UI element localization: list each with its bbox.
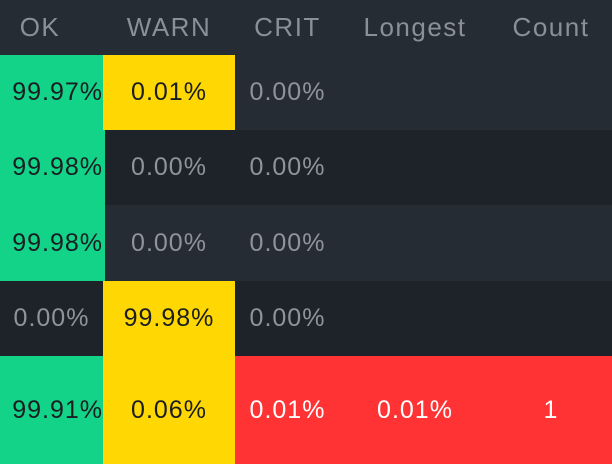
count-cell xyxy=(490,55,612,130)
count-cell xyxy=(490,205,612,281)
count-cell xyxy=(490,130,612,205)
longest-cell xyxy=(340,281,490,356)
table-row: 99.91% 0.06% 0.01% 0.01% 1 xyxy=(0,356,612,464)
crit-percent-cell: 0.01% xyxy=(249,395,326,424)
header-warn[interactable]: WARN xyxy=(126,12,212,42)
warn-percent-cell: 0.01% xyxy=(103,55,235,130)
header-count[interactable]: Count xyxy=(512,12,590,42)
longest-cell xyxy=(340,130,490,205)
table-row: 99.97% 0.01% 0.00% xyxy=(0,55,612,130)
ok-percent-cell: 99.98% xyxy=(0,130,105,205)
warn-percent-cell: 0.06% xyxy=(103,356,235,464)
ok-percent-cell: 99.98% xyxy=(0,205,105,281)
ok-percent-cell: 99.91% xyxy=(0,356,105,464)
table-row: 99.98% 0.00% 0.00% xyxy=(0,130,612,205)
header-ok[interactable]: OK xyxy=(19,12,61,42)
count-cell: 1 xyxy=(543,395,559,424)
longest-cell xyxy=(340,55,490,130)
warn-percent-cell: 0.00% xyxy=(131,228,207,257)
table-row: 0.00% 99.98% 0.00% xyxy=(0,281,612,356)
ok-percent-cell: 0.00% xyxy=(13,304,90,332)
crit-percent-cell: 0.00% xyxy=(249,153,326,181)
crit-percent-cell: 0.00% xyxy=(249,78,326,106)
longest-cell xyxy=(340,205,490,281)
longest-cell: 0.01% xyxy=(377,395,453,424)
crit-percent-cell: 0.00% xyxy=(249,228,326,257)
header-longest[interactable]: Longest xyxy=(363,12,467,42)
header-crit[interactable]: CRIT xyxy=(254,12,321,42)
warn-percent-cell: 99.98% xyxy=(103,281,235,356)
crit-percent-cell: 0.00% xyxy=(249,304,326,332)
count-cell xyxy=(490,281,612,356)
table-row: 99.98% 0.00% 0.00% xyxy=(0,205,612,281)
warn-percent-cell: 0.00% xyxy=(131,153,207,181)
table-header: OK WARN CRIT Longest Count xyxy=(0,0,612,55)
ok-percent-cell: 99.97% xyxy=(0,55,105,130)
